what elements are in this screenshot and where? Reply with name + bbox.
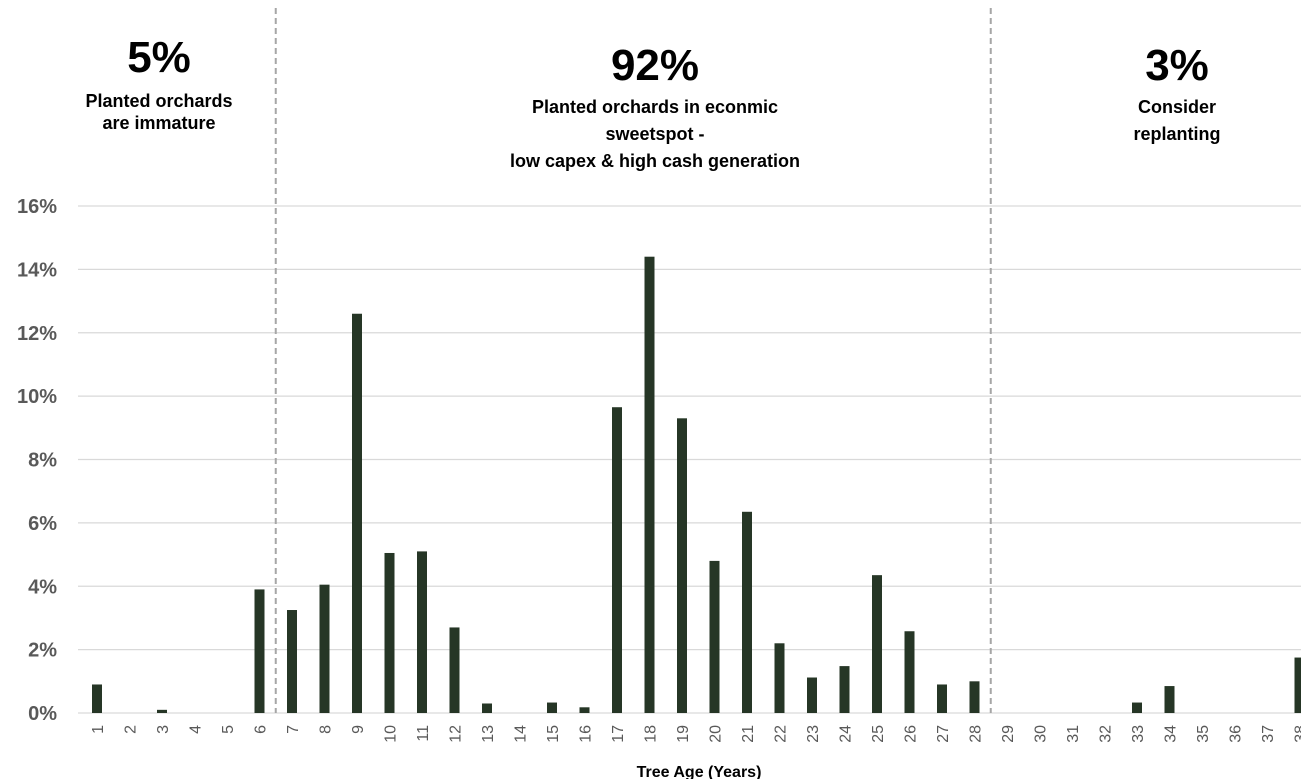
segment-note-line: low capex & high cash generation [510,151,800,171]
bar-age-28 [969,681,980,713]
x-tick-label: 12 [448,725,465,743]
x-tick-label: 28 [968,725,985,743]
x-tick-label: 1 [90,725,107,734]
x-tick-label: 3 [155,725,172,734]
x-tick-label: 6 [253,725,270,734]
y-axis-ticks: 0% 2% 4% 6% 8% 10% 12% 14% 16% [17,196,57,725]
x-tick-label: 25 [870,725,887,743]
x-axis-label: Tree Age (Years) [637,764,762,779]
bar-age-11 [417,551,427,713]
bar-age-24 [839,666,850,713]
x-tick-label: 19 [675,725,692,743]
y-tick-label: 12% [17,323,57,345]
bar-age-10 [384,552,395,713]
x-tick-label: 7 [285,725,302,734]
y-tick-label: 16% [17,196,57,218]
bar-age-6 [254,589,265,713]
bar-age-26 [904,631,915,713]
bar-age-16 [579,707,590,713]
gridlines [78,205,1301,714]
bar-age-27 [937,684,947,713]
x-tick-label: 5 [220,725,237,734]
bar-age-13 [482,703,492,713]
x-tick-label: 27 [935,725,952,743]
segment-percent: 3% [1145,41,1209,90]
y-tick-label: 10% [17,386,57,408]
bars [92,256,1301,713]
x-tick-label: 10 [383,725,400,743]
x-axis-ticks: 1 2 3 4 5 6 7 8 9 10 11 12 13 14 15 16 17 18 19 20 21 22 23 24 2… [90,725,1301,743]
segment-note-line: Planted orchards [85,91,232,111]
x-tick-label: 29 [1000,725,1017,743]
x-tick-label: 20 [708,725,725,743]
x-tick-label: 34 [1163,725,1180,743]
x-tick-label: 4 [188,725,205,734]
x-tick-label: 8 [318,725,335,734]
x-tick-label: 17 [610,725,627,743]
bar-age-33 [1132,702,1142,713]
x-tick-label: 26 [903,725,920,743]
x-tick-label: 21 [740,725,757,743]
x-tick-label: 36 [1228,725,1245,743]
y-tick-label: 6% [28,513,57,535]
x-tick-label: 13 [480,725,497,743]
bar-age-9 [352,313,362,713]
bar-age-25 [872,575,882,713]
segment-note-line: sweetspot - [605,124,704,144]
x-tick-label: 35 [1195,725,1212,743]
x-tick-label: 30 [1033,725,1050,743]
bar-age-38 [1294,657,1301,713]
x-tick-label: 14 [513,725,530,743]
y-tick-label: 2% [28,640,57,662]
segment-percent: 5% [127,33,191,82]
segment-percent: 92% [611,41,699,90]
bar-age-18 [644,256,655,713]
x-tick-label: 22 [773,725,790,743]
x-tick-label: 2 [123,725,140,734]
y-tick-label: 8% [28,450,57,472]
x-tick-label: 16 [578,725,595,743]
bar-age-17 [612,407,622,713]
x-tick-label: 37 [1260,725,1277,743]
x-tick-label: 15 [545,725,562,743]
x-tick-label: 31 [1065,725,1082,743]
bar-age-7 [287,610,297,713]
x-tick-label: 24 [838,725,855,743]
bar-age-15 [547,702,557,713]
bar-age-12 [449,627,460,713]
x-tick-label: 38 [1293,725,1301,743]
y-tick-label: 14% [17,259,57,281]
x-tick-label: 33 [1130,725,1147,743]
x-tick-label: 18 [643,725,660,743]
bar-age-34 [1164,686,1175,713]
bar-age-19 [677,418,687,713]
bar-age-8 [319,584,330,713]
bar-age-3 [157,709,167,713]
segment-dividers [274,8,992,713]
y-tick-label: 4% [28,576,57,598]
segment-note-line: Planted orchards in econmic [532,97,778,117]
bar-age-20 [709,560,720,713]
segment-note-line: Consider [1138,97,1216,117]
x-tick-label: 9 [350,725,367,734]
bar-age-21 [742,511,752,713]
x-tick-label: 23 [805,725,822,743]
segment-note-line: are immature [102,113,215,133]
x-tick-label: 11 [415,725,432,742]
bar-age-1 [92,684,102,713]
bar-age-22 [774,643,785,713]
x-tick-label: 32 [1098,725,1115,743]
bar-age-23 [807,677,817,713]
y-tick-label: 0% [28,703,57,725]
segment-note-line: replanting [1133,124,1220,144]
